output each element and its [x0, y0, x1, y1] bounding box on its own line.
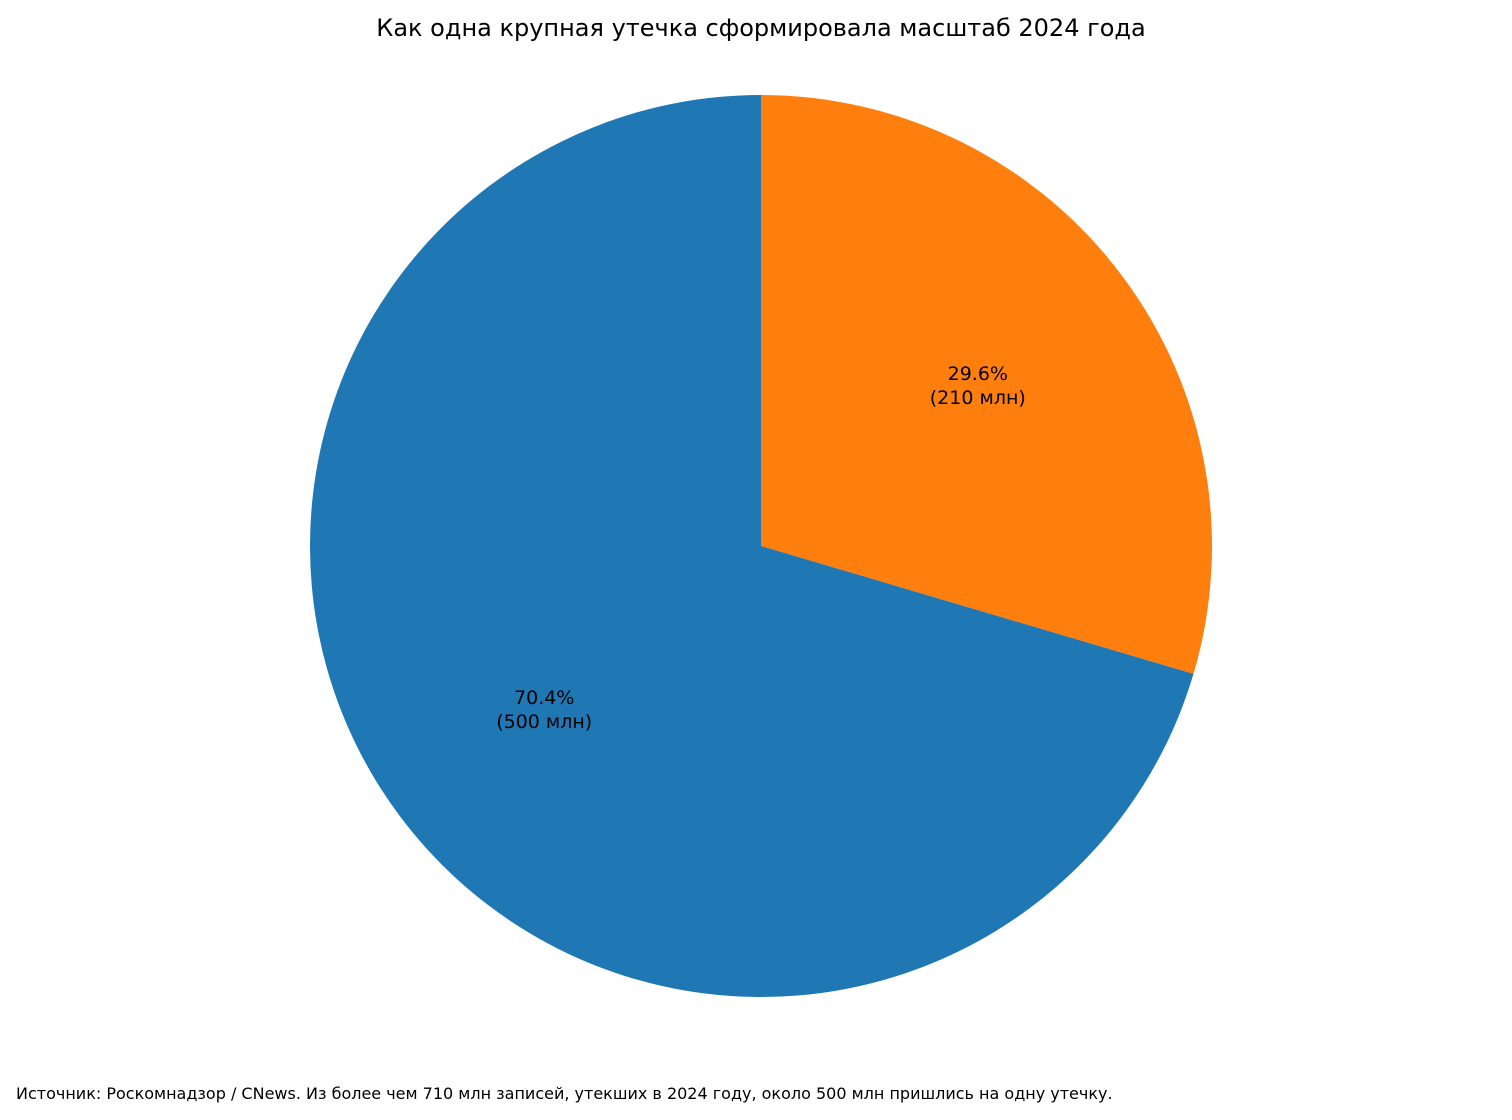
pie-slice-0 — [761, 95, 1212, 674]
pie-labels: 29.6% (210 млн) 70.4% (500 млн) — [496, 363, 1026, 733]
slice-percent-label-0: 29.6% — [948, 363, 1008, 385]
source-note: Источник: Роскомнадзор / CNews. Из более… — [16, 1084, 1113, 1103]
pie-slices — [309, 95, 1212, 997]
slice-value-label-0: (210 млн) — [930, 387, 1026, 409]
pie-slice-1 — [309, 95, 1194, 997]
slice-label-0: 29.6% (210 млн) — [930, 363, 1026, 409]
slice-percent-label-1: 70.4% — [514, 687, 574, 709]
chart-title: Как одна крупная утечка сформировала мас… — [376, 14, 1146, 42]
slice-value-label-1: (500 млн) — [496, 711, 592, 733]
slice-label-1: 70.4% (500 млн) — [496, 687, 592, 733]
